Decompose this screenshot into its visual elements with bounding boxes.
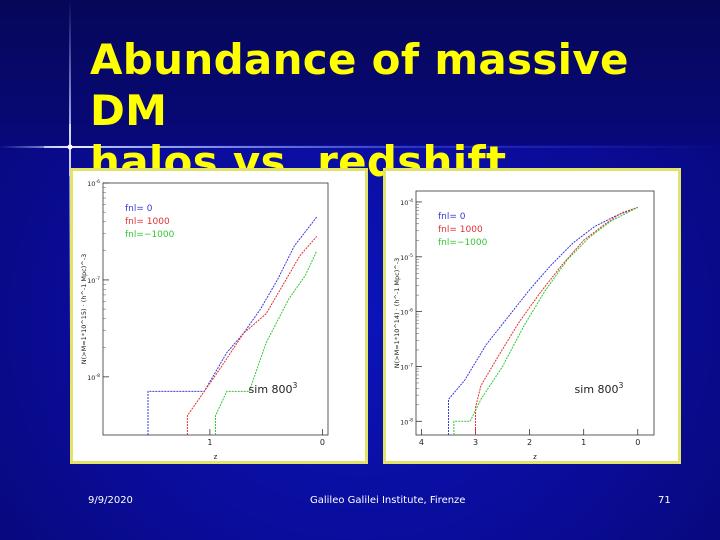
title-line-1: Abundance of massive DM [90,35,629,135]
annotation-text: sim 8003 [249,381,298,396]
y-tick-label: 10-6 [400,308,413,317]
x-tick-label: 1 [207,438,212,447]
annotation-text: sim 8003 [575,381,624,396]
y-tick-label: 10-7 [87,276,100,285]
legend-entry: fnl= 1000 [438,225,483,235]
x-axis-label: z [533,453,537,461]
right-chart: 4 3 2 1 0 10-4 10-5 10-6 10-7 10-8 z N(>M=1*10^14) … [393,190,655,461]
series-line [448,206,638,435]
y-tick-label: 10-8 [87,373,100,382]
legend-entry: fnl=−1000 [125,230,175,240]
x-tick-label: 0 [635,438,640,447]
y-axis-label: N(>M=1*10^14) · (h^-1 Mpc)^-3 [393,258,401,368]
sparkle-icon [44,124,96,176]
series-line [147,216,318,435]
y-tick-label: 10-6 [87,179,100,188]
plot-frame [415,190,655,436]
series-line [215,250,318,435]
x-tick-label: 1 [581,438,586,447]
footer-page-number: 71 [658,495,671,506]
y-tick-label: 10-5 [400,253,413,262]
x-tick-label: 4 [419,438,424,447]
series-line [186,235,318,435]
y-tick-label: 10-7 [400,363,413,372]
title-band [0,0,720,145]
footer-venue: Galileo Galilei Institute, Firenze [310,495,466,506]
footer-date: 9/9/2020 [88,495,133,506]
series-line [475,206,638,435]
x-tick-label: 3 [473,438,478,447]
y-axis-label: N(>M=1*10^15) · (h^-1 Mpc)^-3 [80,254,88,364]
x-tick-label: 2 [527,438,532,447]
y-tick-label: 10-8 [400,417,413,426]
y-tick-label: 10-4 [400,198,413,207]
left-chart-panel: 1 0 10-6 10-7 10-8 z N(>M=1*10^15) · (h^-1 Mpc… [70,168,368,464]
x-tick-label: 0 [320,438,325,447]
legend-entry: fnl= 1000 [125,217,170,227]
slide-title: Abundance of massive DM halos vs. redshi… [90,34,720,187]
legend-entry: fnl= 0 [438,212,466,222]
right-chart-panel: 4 3 2 1 0 10-4 10-5 10-6 10-7 10-8 z N(>M=1*10^14) … [383,168,681,464]
left-chart: 1 0 10-6 10-7 10-8 z N(>M=1*10^15) · (h^-1 Mpc… [80,179,329,461]
series-line [453,206,639,435]
legend-entry: fnl= 0 [125,204,153,214]
legend-entry: fnl=−1000 [438,238,488,248]
decorative-horizontal-line [0,146,720,148]
x-axis-label: z [214,453,218,461]
